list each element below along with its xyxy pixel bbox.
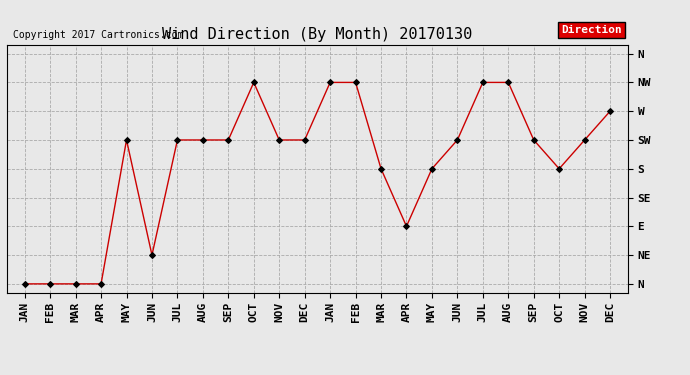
Point — [299, 137, 310, 143]
Point — [579, 137, 590, 143]
Point — [503, 80, 514, 86]
Point — [70, 281, 81, 287]
Point — [146, 252, 157, 258]
Point — [452, 137, 463, 143]
Point — [350, 80, 361, 86]
Point — [223, 137, 234, 143]
Point — [529, 137, 540, 143]
Text: Copyright 2017 Cartronics.com: Copyright 2017 Cartronics.com — [13, 30, 184, 40]
Point — [426, 166, 437, 172]
Point — [553, 166, 564, 172]
Text: Direction: Direction — [561, 25, 622, 35]
Title: Wind Direction (By Month) 20170130: Wind Direction (By Month) 20170130 — [162, 27, 473, 42]
Point — [172, 137, 183, 143]
Point — [375, 166, 386, 172]
Point — [401, 223, 412, 229]
Point — [95, 281, 106, 287]
Point — [45, 281, 56, 287]
Point — [274, 137, 285, 143]
Point — [19, 281, 30, 287]
Point — [324, 80, 335, 86]
Point — [477, 80, 489, 86]
Point — [197, 137, 208, 143]
Point — [121, 137, 132, 143]
Point — [604, 108, 615, 114]
Point — [248, 80, 259, 86]
